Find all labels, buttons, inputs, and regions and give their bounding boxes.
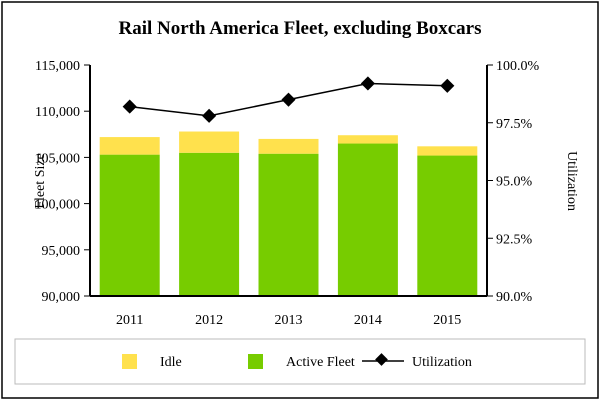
y-axis-right-label: Utilization [564,151,579,211]
bar-idle-2013 [258,138,319,154]
y-axis-label: Fleet Size [33,153,48,209]
y-right-tick-label: 95.0% [496,175,533,190]
chart-title: Rail North America Fleet, excluding Boxc… [118,18,481,39]
legend-label-active: Active Fleet [286,355,355,370]
legend-marker-utilization [375,353,388,366]
y-tick-label: 110,000 [35,105,80,120]
y-tick-label: 95,000 [42,244,81,259]
legend-box [14,338,586,385]
bar-active-2014 [337,143,398,296]
legend-swatch-active [248,354,263,369]
bar-active-2012 [179,152,240,296]
y-tick-label: 100,000 [35,198,81,213]
utilization-point-2013 [281,92,296,107]
legend-item-utilization: Utilization [362,353,472,370]
y-tick-label: 90,000 [42,290,81,305]
bar-idle-2011 [99,137,160,155]
x-tick-label: 2013 [275,313,303,328]
legend-label-idle: Idle [160,355,182,370]
y-right-tick-label: 97.5% [496,117,533,132]
x-tick-label: 2015 [433,313,461,328]
legend-item-active: Active Fleet [248,354,355,370]
utilization-point-2015 [440,78,455,93]
legend-item-idle: Idle [122,354,182,370]
bar-idle-2012 [179,131,240,153]
y-right-tick-label: 100.0% [496,59,540,74]
x-tick-label: 2012 [195,313,223,328]
bar-active-2015 [417,155,478,296]
legend-label-utilization: Utilization [412,355,472,370]
utilization-point-2014 [360,76,375,91]
x-tick-label: 2011 [116,313,143,328]
x-tick-label: 2014 [354,313,382,328]
y-tick-label: 115,000 [35,59,80,74]
bar-active-2013 [258,153,319,296]
bar-idle-2014 [337,135,398,144]
bar-active-2011 [99,154,160,296]
bar-idle-2015 [417,146,478,156]
y-tick-label: 105,000 [35,151,81,166]
legend-swatch-idle [122,354,137,369]
y-right-tick-label: 92.5% [496,232,533,247]
y-right-tick-label: 90.0% [496,290,533,305]
